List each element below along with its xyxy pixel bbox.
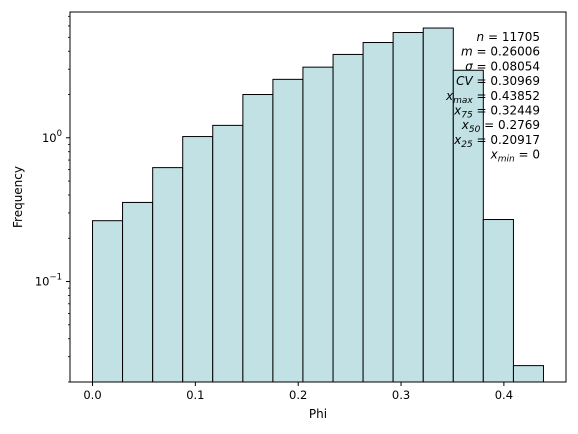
histogram-bar-7: [302, 66, 334, 383]
histogram-bar-8: [332, 53, 364, 383]
histogram-bar-5: [242, 94, 274, 383]
x-tick-label: 0.4: [495, 388, 513, 402]
plot-frame: [69, 11, 567, 383]
stat-line: σ = 0.08054: [465, 59, 540, 73]
histogram-bar-14: [512, 365, 544, 383]
stat-line: xmin = 0: [490, 148, 540, 165]
histogram-bar-4: [212, 124, 244, 383]
x-axis-label: Phi: [309, 407, 327, 421]
y-tick-label: 100: [42, 129, 62, 145]
histogram-bar-3: [182, 136, 214, 383]
histogram-bar-0: [92, 220, 124, 383]
stat-line: xmax = 0.43852: [445, 89, 540, 106]
stat-line: m = 0.26006: [461, 45, 540, 59]
histogram-bar-2: [152, 167, 184, 383]
histogram-bars: [92, 27, 544, 383]
y-tick-label: 10−1: [35, 273, 62, 289]
x-axis-ticks: 0.0 0.1 0.2 0.3 0.4: [83, 382, 513, 402]
y-axis-ticks: 10−1 100: [35, 15, 70, 383]
x-tick-label: 0.1: [186, 388, 204, 402]
histogram-bar-13: [482, 219, 514, 383]
stat-line: x25 = 0.20917: [453, 133, 540, 150]
histogram-bar-10: [392, 32, 424, 383]
x-tick-label: 0.3: [392, 388, 410, 402]
stat-line: x75 = 0.32449: [453, 104, 540, 121]
histogram-bar-11: [422, 27, 454, 383]
histogram-bar-1: [122, 201, 154, 383]
y-axis-label: Frequency: [11, 166, 25, 228]
x-tick-label: 0.0: [83, 388, 101, 402]
stat-line: CV = 0.30969: [456, 74, 540, 88]
histogram-bar-9: [362, 42, 394, 383]
histogram-bar-6: [272, 78, 304, 383]
x-tick-label: 0.2: [289, 388, 307, 402]
stat-line: n = 11705: [477, 30, 540, 44]
stat-line: x50 = 0.2769: [461, 118, 540, 135]
